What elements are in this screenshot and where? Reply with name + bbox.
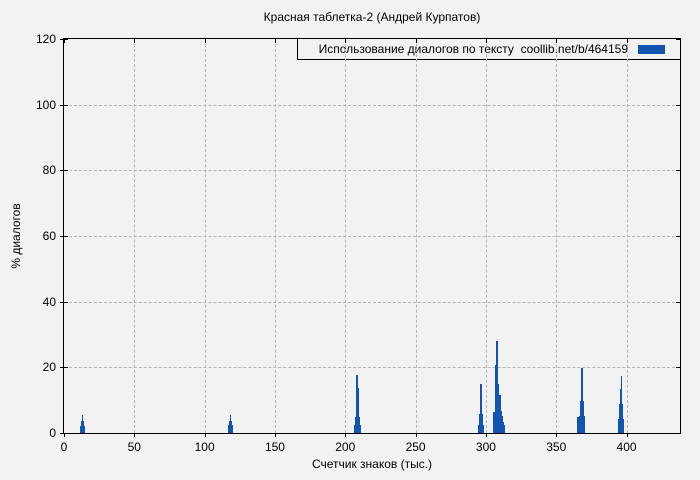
x-tick-label: 50 [127,440,141,454]
x-tick-label: 200 [335,440,356,454]
chart-title: Красная таблетка-2 (Андрей Курпатов) [263,10,481,24]
y-tick [60,433,64,434]
x-tick-label: 300 [475,440,496,454]
x-tick-label: 350 [546,440,567,454]
y-tick [676,433,680,434]
y-tick [60,367,64,369]
y-tick-label: 20 [42,360,56,375]
x-tick [64,39,65,43]
y-tick [676,236,680,237]
bar [229,415,232,433]
x-tick-label: 250 [405,440,426,454]
x-tick [415,39,417,43]
y-tick [64,301,68,303]
bar [497,406,500,433]
x-tick [345,433,347,437]
y-tick-label: 40 [42,294,56,309]
x-tick-label: 100 [194,440,215,454]
y-gridline [64,301,680,303]
x-tick [204,433,206,437]
y-tick [60,301,64,303]
x-axis-label: Счетчик знаков (тыс.) [311,457,433,471]
y-tick [64,104,68,106]
x-tick [415,433,417,437]
y-tick-label: 0 [49,426,56,440]
legend-label: Использование диалогов по тексту coollib… [318,42,628,56]
x-tick [274,39,276,43]
x-tick-label: 400 [616,440,637,454]
x-tick [556,433,558,437]
y-gridline [64,104,680,106]
x-tick [485,433,487,437]
legend-swatch [638,44,665,54]
y-tick [60,170,64,172]
y-tick [60,39,64,40]
y-tick [676,367,680,369]
x-tick [556,39,558,43]
x-tick [204,39,206,43]
legend-box: Использование диалогов по тексту coollib… [297,39,680,60]
bar [581,368,583,433]
y-axis-label: % диалогов [9,203,23,269]
y-gridline [64,367,680,369]
bar [480,384,482,433]
bar [620,375,623,433]
y-tick [64,367,68,369]
bar [502,421,505,433]
y-tick [676,39,680,40]
x-tick [274,433,276,437]
bar [493,412,497,433]
x-tick [485,39,487,43]
y-tick-label: 120 [35,32,56,46]
x-tick-label: 0 [60,440,68,454]
x-tick [626,39,628,43]
y-tick [64,170,68,172]
x-tick [626,433,628,437]
y-tick [676,104,680,106]
y-tick [60,104,64,106]
y-tick [60,236,64,237]
bar [500,410,503,433]
bar [81,415,84,433]
y-tick [64,433,68,434]
x-tick [64,433,65,437]
y-tick [64,236,68,237]
bar [356,374,358,433]
y-tick-label: 60 [42,229,56,243]
y-gridline [64,236,680,237]
y-tick-label: 100 [35,97,56,112]
y-tick [676,170,680,172]
y-tick-label: 80 [42,163,56,178]
x-tick-label: 150 [264,440,285,454]
x-tick [134,39,136,43]
bar [577,416,580,433]
y-gridline [64,170,680,172]
y-tick [64,39,68,40]
y-tick [676,301,680,303]
x-tick [345,39,347,43]
plot-area: Использование диалогов по тексту coollib… [36,32,681,454]
x-tick [134,433,136,437]
